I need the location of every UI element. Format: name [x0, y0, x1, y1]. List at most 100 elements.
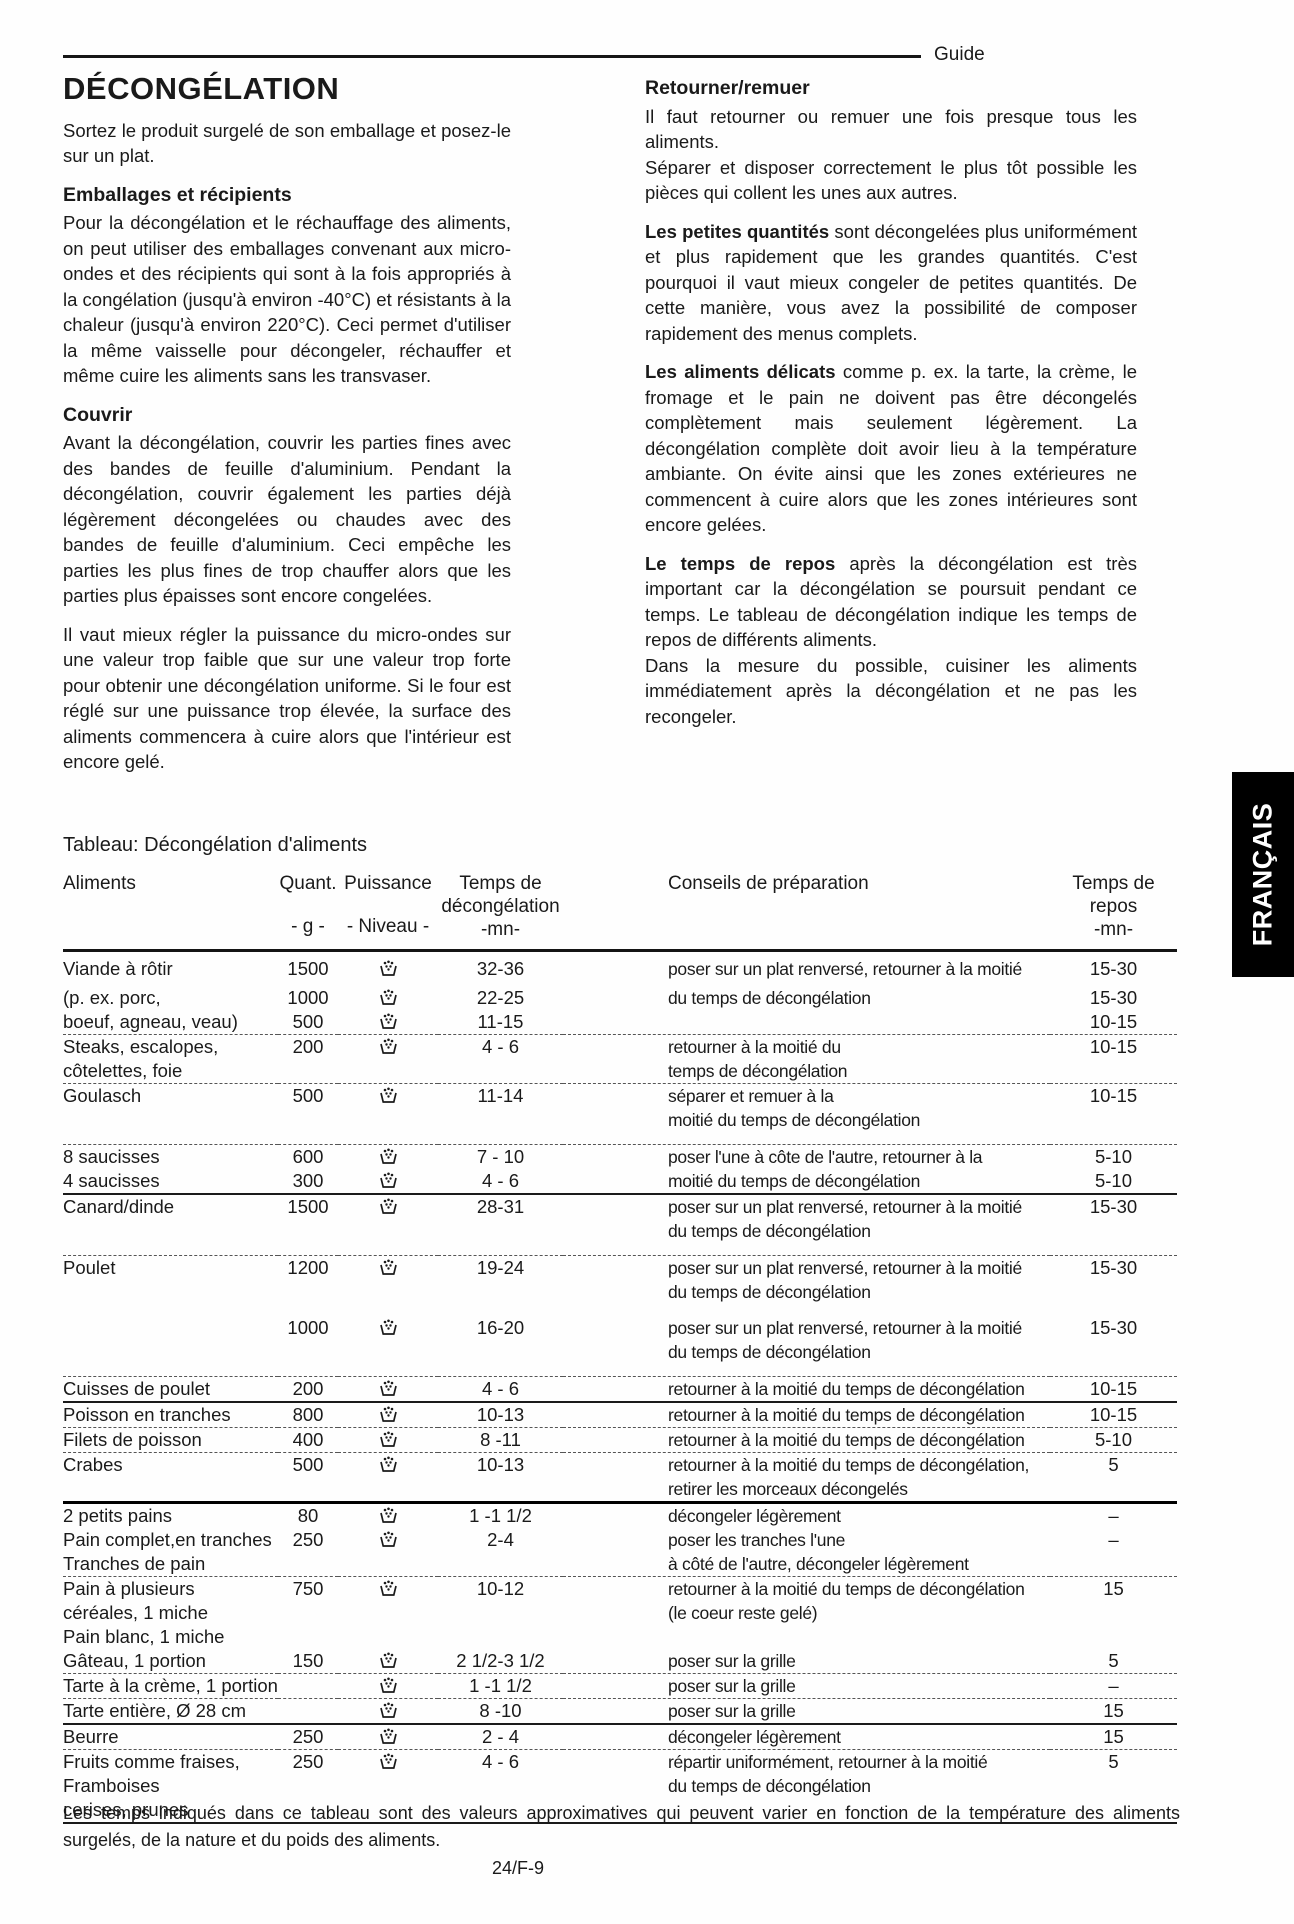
advice-cell: moitié du temps de décongélation — [563, 1108, 1050, 1145]
power-level-cell — [338, 1280, 438, 1316]
table-row: Tarte à la crème, 1 portion 1 -1 1/2 poser… — [63, 1673, 1177, 1699]
food-cell: Pain à plusieurs — [63, 1578, 195, 1599]
advice-cell: poser sur la grille — [563, 1698, 1050, 1725]
rest-time-cell: 15 — [1050, 1698, 1177, 1725]
qty-cell: 500 — [292, 1085, 324, 1106]
food-cell — [63, 1108, 278, 1145]
power-level-cell — [338, 986, 438, 1010]
advice-cell: retourner à la moitié du temps de décong… — [563, 1376, 1050, 1403]
qty-cell — [278, 1280, 338, 1316]
food-cell: Tarte entière, Ø 28 cm — [63, 1698, 278, 1725]
defrost-icon — [378, 1700, 399, 1721]
power-level-cell — [338, 1577, 438, 1602]
defrost-time-cell: 8 -11 — [438, 1427, 563, 1453]
rest-time-cell: 5-10 — [1094, 1146, 1133, 1167]
power-level-cell — [338, 1649, 438, 1674]
power-level-cell — [338, 1673, 438, 1699]
defrost-icon — [378, 1146, 399, 1167]
power-level-cell — [338, 1108, 438, 1145]
rest-time-cell — [1050, 1059, 1177, 1084]
rest-time-cell: 5 — [1050, 1649, 1177, 1674]
qty-cell — [278, 1673, 338, 1699]
defrost-table: Aliments Quant. - g - Puissance - Niveau… — [63, 872, 1177, 1824]
defrost-icon — [378, 1529, 399, 1550]
power-level-cell — [338, 1698, 438, 1725]
table-row: Fruits comme fraises, 250 4 - 6 répartir un… — [63, 1750, 1177, 1775]
table-row: du temps de décongélation — [63, 1219, 1177, 1256]
table-row: Canard/dinde 1500 28-31 poser sur un plat r… — [63, 1194, 1177, 1219]
power-level-cell — [338, 1035, 438, 1060]
food-cell: Fruits comme fraises, — [63, 1751, 240, 1772]
right-column: Retourner/remuer Il faut retourner ou re… — [645, 76, 1137, 742]
power-level-cell — [338, 1340, 438, 1377]
power-level-cell — [338, 1528, 438, 1552]
intro-paragraph: Sortez le produit surgelé de son emballa… — [63, 119, 511, 167]
rest-time-cell — [1050, 1340, 1177, 1377]
qty-cell: 300 — [278, 1169, 338, 1195]
food-cell: 8 saucisses — [63, 1146, 160, 1167]
table-row: Poulet 1200 19-24 poser sur un plat renvers… — [63, 1256, 1177, 1281]
defrost-time-cell: 4 - 6 — [481, 1036, 520, 1057]
rest-time-cell: 5 — [1108, 1751, 1119, 1772]
advice-cell: du temps de décongélation — [563, 1340, 1050, 1377]
col-header-power: Puissance - Niveau - — [338, 872, 438, 952]
food-cell: Poisson en tranches — [63, 1402, 278, 1428]
power-level-cell — [338, 1477, 438, 1504]
defrost-time-cell: 11-14 — [477, 1085, 524, 1106]
advice-cell — [563, 1625, 1050, 1649]
power-level-cell — [338, 1376, 438, 1403]
rest-time-cell: 10-15 — [1089, 1085, 1138, 1106]
defrost-table-header: Aliments Quant. - g - Puissance - Niveau… — [63, 872, 1177, 952]
qty-cell: 1000 — [287, 1317, 329, 1338]
qty-cell: 750 — [292, 1578, 324, 1599]
table-row: Tranches de pain à côté de l'autre, décon… — [63, 1552, 1177, 1577]
table-row: céréales, 1 miche (le coeur reste gelé) — [63, 1601, 1177, 1625]
defrost-icon — [378, 1578, 399, 1599]
power-level-cell — [338, 1552, 438, 1577]
defrost-icon — [378, 1726, 399, 1747]
table-row: Poisson en tranches 800 10-13 retourner à l… — [63, 1402, 1177, 1428]
qty-cell — [278, 1477, 338, 1504]
rest-time-cell: 15-30 — [1089, 1317, 1138, 1338]
advice-cell: retirer les morceaux décongelés — [563, 1477, 1050, 1504]
turn-paragraph-1: Il faut retourner ou remuer une fois pre… — [645, 105, 1137, 153]
table-row: cerises, prunes — [63, 1798, 1177, 1824]
advice-cell: séparer et remuer à la — [668, 1086, 834, 1106]
rest-time-cell — [1050, 1625, 1177, 1649]
turn-paragraph-2: Séparer et disposer correctement le plus… — [645, 156, 1137, 204]
table-row: retirer les morceaux décongelés — [63, 1477, 1177, 1504]
cover-paragraph: Avant la décongélation, couvrir les part… — [63, 432, 511, 606]
advice-cell: poser l'une à côte de l'autre, retourner… — [668, 1147, 983, 1167]
power-paragraph: Il vaut mieux régler la puissance du mic… — [63, 623, 511, 773]
rest-time-cell: 10-15 — [1050, 1010, 1177, 1035]
advice-cell: du temps de décongélation — [668, 1282, 871, 1302]
col-header-quantity: Quant. - g - — [278, 872, 338, 952]
advice-cell: moitié du temps de décongélation — [563, 1169, 1050, 1195]
table-row: boeuf, agneau, veau) 500 11-15 10-15 — [63, 1010, 1177, 1035]
qty-cell: 250 — [292, 1529, 324, 1550]
heading-turn: Retourner/remuer — [645, 77, 810, 99]
defrost-time-cell: 28-31 — [476, 1196, 525, 1217]
qty-cell: 200 — [278, 1376, 338, 1403]
table-row: 2 petits pains 80 1 -1 1/2 décongeler légèr… — [63, 1503, 1177, 1529]
defrost-icon — [378, 1170, 399, 1191]
advice-cell: poser sur un plat renversé, retourner à … — [668, 1258, 1022, 1278]
qty-cell: 500 — [278, 1010, 338, 1035]
defrost-time-cell — [438, 1601, 563, 1625]
table-row: Pain à plusieurs 750 10-12 retourner à la m… — [63, 1577, 1177, 1602]
qty-cell — [278, 1601, 338, 1625]
col-header-rest-time: Temps de repos -mn- — [1050, 872, 1177, 952]
small-quantities-paragraph: Les petites quantités sont décongelées p… — [645, 220, 1138, 344]
defrost-time-cell: 10-12 — [476, 1578, 525, 1599]
power-level-cell — [338, 1601, 438, 1625]
rest-time-paragraph: Le temps de repos après la décongélation… — [645, 552, 1138, 651]
rest-time-cell: 10-15 — [1089, 1036, 1138, 1057]
defrost-icon — [378, 1196, 399, 1217]
rest-time-cell: 15-30 — [1089, 987, 1138, 1008]
col-header-defrost-time: Temps de décongélation -mn- — [438, 872, 563, 952]
defrost-time-cell — [438, 1774, 563, 1798]
food-cell: Cuisses de poulet — [63, 1376, 278, 1403]
power-level-cell — [338, 1316, 438, 1340]
rest-time-cell: 10-15 — [1050, 1376, 1177, 1403]
